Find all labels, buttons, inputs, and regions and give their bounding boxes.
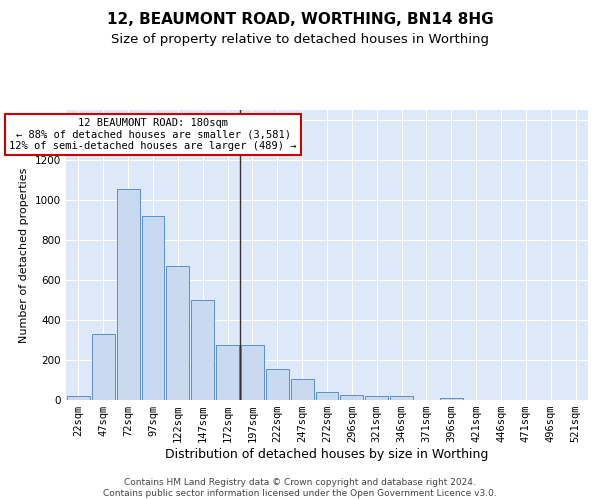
Y-axis label: Number of detached properties: Number of detached properties xyxy=(19,168,29,342)
Bar xyxy=(67,396,90,400)
Text: Size of property relative to detached houses in Worthing: Size of property relative to detached ho… xyxy=(111,32,489,46)
Bar xyxy=(316,392,338,400)
Bar xyxy=(340,395,363,400)
Bar xyxy=(266,369,289,400)
Bar xyxy=(365,396,388,400)
Text: 12, BEAUMONT ROAD, WORTHING, BN14 8HG: 12, BEAUMONT ROAD, WORTHING, BN14 8HG xyxy=(107,12,493,28)
Bar xyxy=(216,345,239,400)
Bar xyxy=(92,334,115,400)
Bar xyxy=(241,345,264,400)
Bar xyxy=(390,396,413,400)
Bar xyxy=(166,266,189,400)
Text: 12 BEAUMONT ROAD: 180sqm
← 88% of detached houses are smaller (3,581)
12% of sem: 12 BEAUMONT ROAD: 180sqm ← 88% of detach… xyxy=(9,118,297,151)
Bar xyxy=(117,189,140,400)
Bar xyxy=(191,300,214,400)
Bar xyxy=(440,398,463,400)
Text: Contains HM Land Registry data © Crown copyright and database right 2024.
Contai: Contains HM Land Registry data © Crown c… xyxy=(103,478,497,498)
Bar xyxy=(291,379,314,400)
X-axis label: Distribution of detached houses by size in Worthing: Distribution of detached houses by size … xyxy=(166,448,488,461)
Bar xyxy=(142,216,164,400)
